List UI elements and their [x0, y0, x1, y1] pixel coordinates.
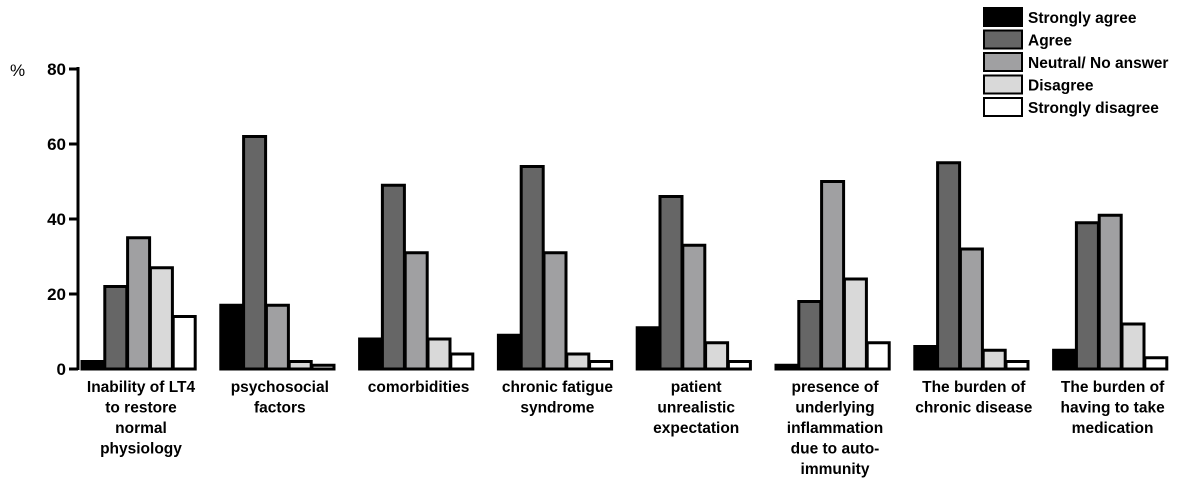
bar [635, 326, 661, 371]
category-label: patient unrealistic expectation [653, 379, 739, 437]
bar [588, 360, 614, 371]
category-label: psychosocial factors [231, 379, 329, 417]
bar [842, 277, 868, 371]
bar [797, 300, 823, 371]
category-label: chronic fatigue syndrome [502, 379, 613, 417]
bar [820, 180, 846, 371]
y-tick-label: 60 [47, 135, 66, 154]
y-axis: 0 20 40 60 80 [47, 60, 80, 379]
bar [449, 352, 475, 371]
bar [287, 360, 313, 371]
bar [726, 360, 752, 371]
bar [1074, 221, 1100, 371]
bar [171, 315, 197, 371]
bar [264, 303, 290, 371]
bar [774, 363, 800, 371]
legend-swatch [983, 74, 1023, 95]
bar [496, 333, 522, 371]
bar [403, 251, 429, 371]
bar [1143, 356, 1169, 371]
legend-label: Agree [1028, 33, 1072, 50]
y-tick-label: 40 [47, 210, 66, 229]
bar [148, 266, 174, 371]
y-unit-label: % [10, 61, 25, 80]
bar [1004, 360, 1030, 371]
category-label: comorbidities [368, 379, 470, 396]
bar [658, 195, 684, 371]
bar [519, 165, 545, 371]
bar [681, 243, 707, 371]
bar [1052, 348, 1078, 371]
bar [358, 337, 384, 371]
bar [1120, 322, 1146, 371]
category-label: The burden of having to take medication [1060, 379, 1165, 437]
bar [913, 345, 939, 371]
bar [565, 352, 591, 371]
bar [542, 251, 568, 371]
bar [865, 341, 891, 371]
legend-label: Neutral/ No answer [1028, 55, 1168, 72]
bar [936, 161, 962, 371]
bar [310, 363, 336, 371]
legend-label: Strongly agree [1028, 10, 1137, 27]
bar [219, 303, 245, 371]
y-tick-label: 80 [47, 60, 66, 79]
y-tick-label: 0 [57, 360, 66, 379]
legend-swatch [983, 97, 1023, 117]
bar [126, 236, 152, 371]
legend-label: Strongly disagree [1028, 100, 1159, 117]
y-tick-label: 20 [47, 285, 66, 304]
bar [103, 285, 129, 371]
bar [242, 135, 268, 371]
legend-label: Disagree [1028, 78, 1094, 95]
legend-swatch [983, 29, 1023, 50]
bar [80, 360, 106, 371]
bar [1097, 213, 1123, 371]
bar [426, 337, 452, 371]
bars [80, 135, 1169, 371]
bar [380, 183, 406, 371]
legend-swatch [983, 52, 1023, 72]
bar [981, 348, 1007, 371]
category-label: The burden of chronic disease [915, 379, 1033, 417]
x-axis-labels: Inability of LT4 to restore normal physiolo… [87, 379, 1165, 478]
legend: Strongly agree Agree Neutral/ No answer Dis… [983, 7, 1168, 117]
category-label: presence of underlying inflammation due to … [787, 379, 883, 478]
category-label: Inability of LT4 to restore normal physiolo… [87, 379, 196, 458]
bar [958, 247, 984, 371]
legend-swatch [983, 7, 1023, 27]
bar [704, 341, 730, 371]
